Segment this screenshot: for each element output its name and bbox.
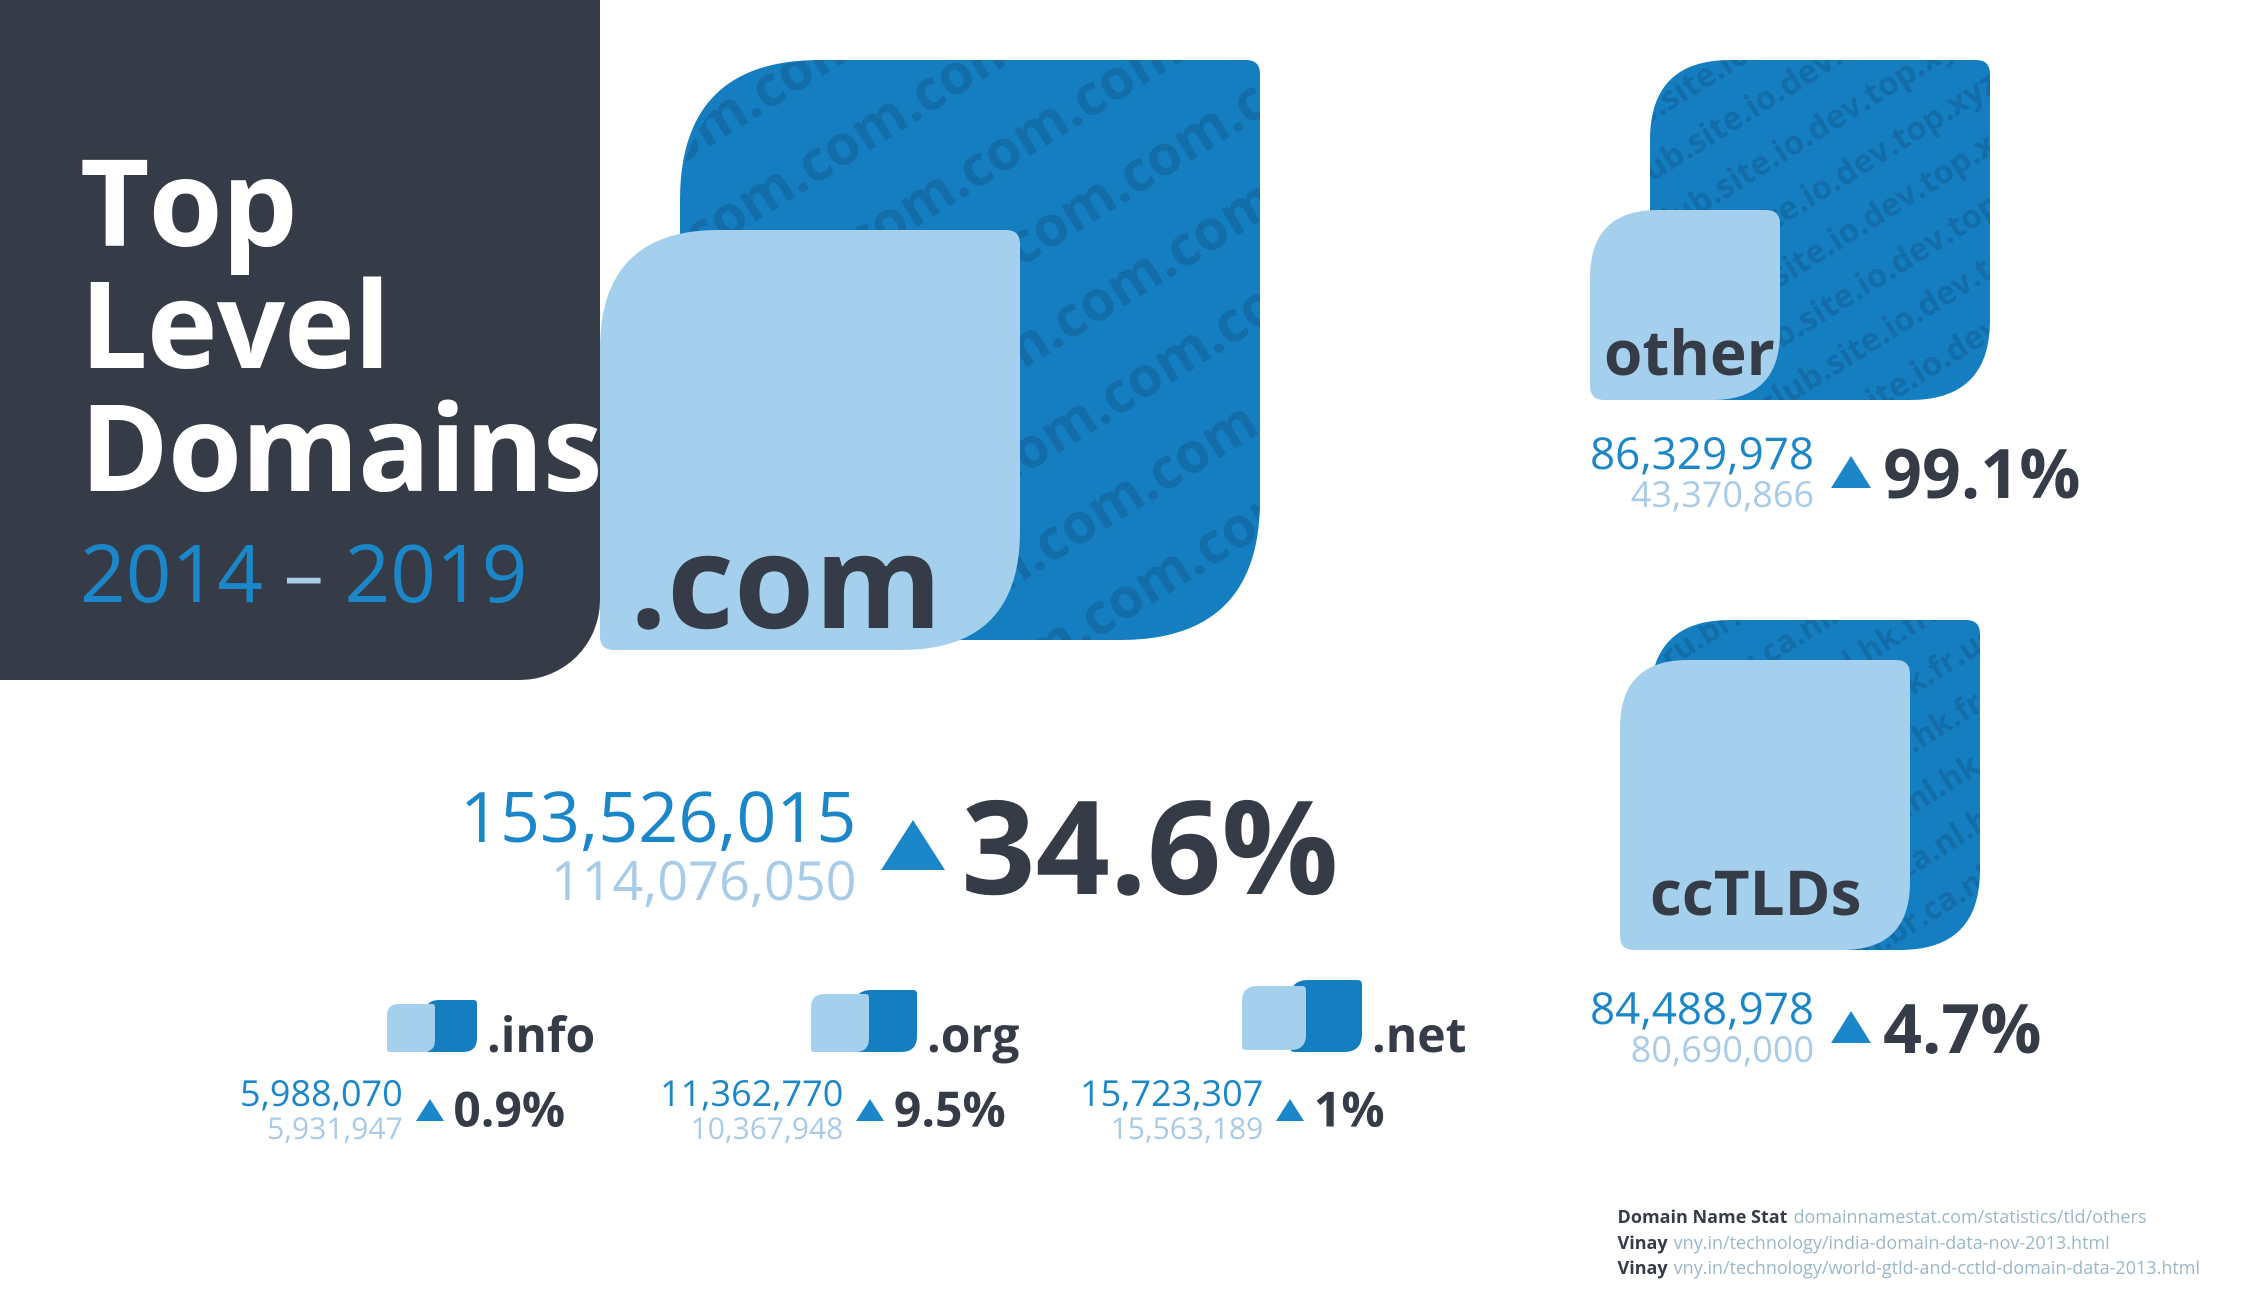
sources-block: Domain Name Statdomainnamestat.com/stati… <box>1618 1205 2200 1281</box>
stat-current-cctlds: 84,488,978 <box>1590 985 1814 1029</box>
stat-pct-net: 1% <box>1314 1077 1385 1142</box>
stat-current-other: 86,329,978 <box>1590 430 1814 474</box>
title-line-3: Domains <box>80 385 540 507</box>
domain-label-net: .net <box>1372 1002 1466 1067</box>
source-label: Vinay <box>1618 1256 1668 1280</box>
stat-pct-com: 34.6% <box>961 756 1338 933</box>
year-dash: – <box>263 517 345 626</box>
stat-current-net: 15,723,307 <box>1080 1075 1263 1111</box>
domain-label-com: .com <box>630 490 942 667</box>
trend-up-icon <box>416 1099 444 1121</box>
title-years: 2014 – 2019 <box>80 517 540 626</box>
title-panel: Top Level Domains 2014 – 2019 <box>0 0 600 680</box>
stat-info: 5,988,070 5,931,947 0.9% <box>240 1075 565 1144</box>
stat-cctlds: 84,488,978 80,690,000 4.7% <box>1590 985 2042 1069</box>
trend-up-icon <box>1276 1099 1304 1121</box>
source-url: vny.in/technology/world-gtld-and-cctld-d… <box>1674 1256 2200 1280</box>
trend-up-icon <box>1831 456 1871 488</box>
trend-up-icon <box>1831 1011 1871 1043</box>
source-url: domainnamestat.com/statistics/tld/others <box>1793 1205 2146 1229</box>
trend-up-icon <box>881 820 945 870</box>
stat-pct-other: 99.1% <box>1883 425 2080 518</box>
source-row: Vinayvny.in/technology/india-domain-data… <box>1618 1231 2200 1256</box>
light-leaf-org <box>811 994 869 1052</box>
trend-up-icon <box>856 1099 884 1121</box>
domain-label-cctlds: ccTLDs <box>1650 850 1861 934</box>
stat-pct-cctlds: 4.7% <box>1883 980 2041 1073</box>
domain-label-other: other <box>1604 310 1775 394</box>
stat-net: 15,723,307 15,563,189 1% <box>1080 1075 1385 1144</box>
light-leaf-net <box>1242 986 1306 1050</box>
stat-current-org: 11,362,770 <box>660 1075 843 1111</box>
stat-other: 86,329,978 43,370,866 99.1% <box>1590 430 2080 514</box>
domain-label-org: .org <box>927 1002 1019 1067</box>
stat-org: 11,362,770 10,367,948 9.5% <box>660 1075 1006 1144</box>
year-start: 2014 <box>80 517 263 626</box>
year-end: 2019 <box>345 517 528 626</box>
domain-label-info: .info <box>487 1002 595 1067</box>
stat-pct-info: 0.9% <box>453 1077 565 1142</box>
light-leaf-info <box>387 1004 435 1052</box>
source-url: vny.in/technology/india-domain-data-nov-… <box>1674 1231 2110 1255</box>
stat-pct-org: 9.5% <box>894 1077 1006 1142</box>
source-row: Domain Name Statdomainnamestat.com/stati… <box>1618 1205 2200 1230</box>
source-row: Vinayvny.in/technology/world-gtld-and-cc… <box>1618 1256 2200 1281</box>
source-label: Vinay <box>1618 1231 1668 1255</box>
stat-com: 153,526,015 114,076,050 34.6% <box>460 780 1338 910</box>
stat-current-com: 153,526,015 <box>460 780 856 850</box>
source-label: Domain Name Stat <box>1618 1205 1788 1229</box>
stat-current-info: 5,988,070 <box>240 1075 403 1111</box>
